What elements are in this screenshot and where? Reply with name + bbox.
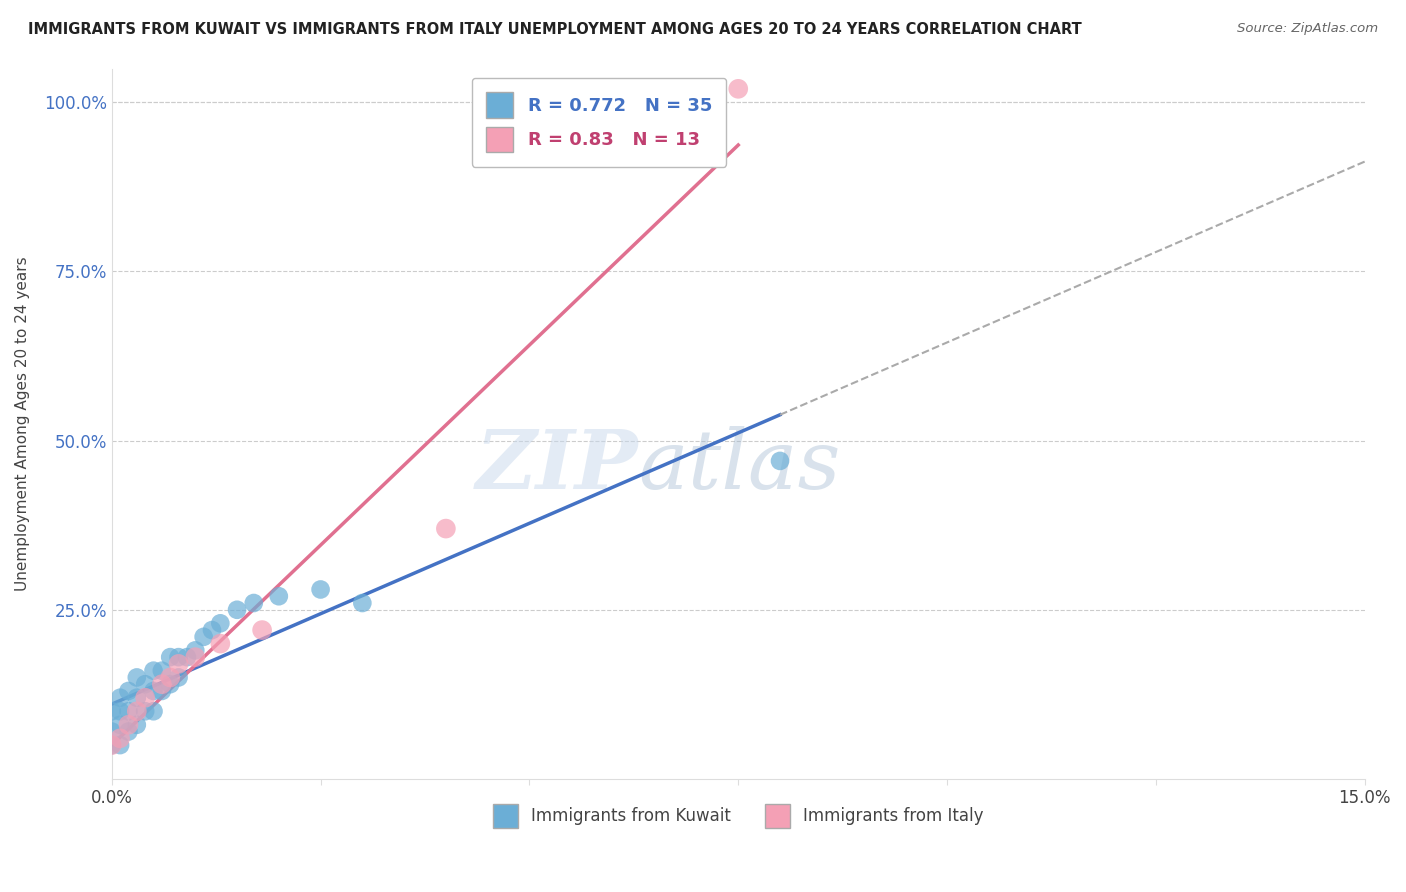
Point [209,637,232,651]
Point [250,623,273,637]
Point [117,718,139,732]
Point [159,650,181,665]
Point [434,522,457,536]
Point [142,664,165,678]
Point [125,670,148,684]
Point [134,677,156,691]
Point [117,684,139,698]
Point [159,670,181,684]
Point [184,650,207,665]
Point [117,704,139,718]
Point [108,690,131,705]
Point [117,724,139,739]
Point [769,454,792,468]
Point [100,738,122,752]
Point [100,724,122,739]
Point [727,82,749,96]
Point [108,718,131,732]
Text: atlas: atlas [638,426,841,507]
Point [150,677,173,691]
Point [242,596,264,610]
Point [201,623,224,637]
Point [309,582,332,597]
Point [134,704,156,718]
Point [108,738,131,752]
Point [226,603,249,617]
Point [193,630,215,644]
Point [150,684,173,698]
Point [134,690,156,705]
Point [159,677,181,691]
Point [125,704,148,718]
Point [167,650,190,665]
Point [142,684,165,698]
Point [184,643,207,657]
Point [176,650,198,665]
Text: IMMIGRANTS FROM KUWAIT VS IMMIGRANTS FROM ITALY UNEMPLOYMENT AMONG AGES 20 TO 24: IMMIGRANTS FROM KUWAIT VS IMMIGRANTS FRO… [28,22,1081,37]
Point [209,616,232,631]
Point [125,718,148,732]
Text: Source: ZipAtlas.com: Source: ZipAtlas.com [1237,22,1378,36]
Point [267,589,290,603]
Point [167,657,190,671]
Point [352,596,374,610]
Point [125,690,148,705]
Point [100,738,122,752]
Y-axis label: Unemployment Among Ages 20 to 24 years: Unemployment Among Ages 20 to 24 years [15,256,30,591]
Point [100,704,122,718]
Legend: Immigrants from Kuwait, Immigrants from Italy: Immigrants from Kuwait, Immigrants from … [486,797,990,835]
Point [108,731,131,746]
Point [108,704,131,718]
Point [167,670,190,684]
Point [142,704,165,718]
Text: ZIP: ZIP [475,426,638,507]
Point [150,664,173,678]
